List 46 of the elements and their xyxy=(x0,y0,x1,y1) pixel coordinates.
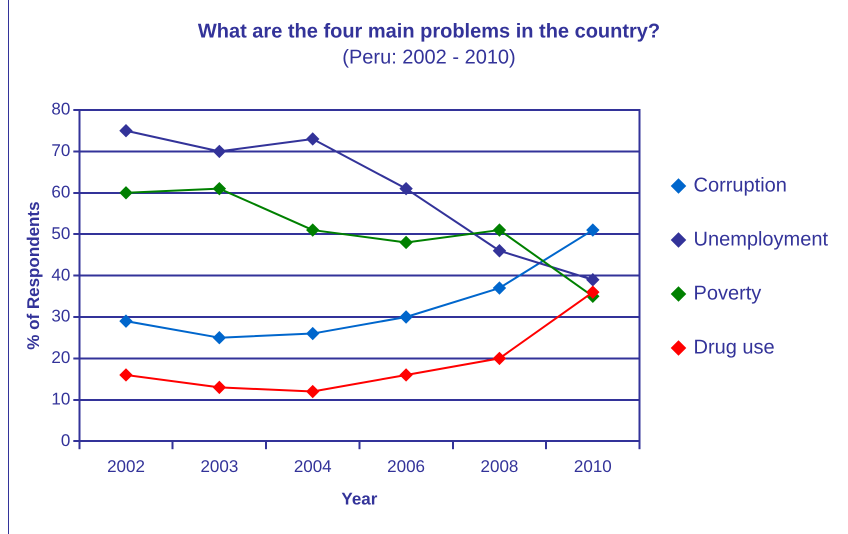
point xyxy=(306,327,320,340)
x-tick-label: 2004 xyxy=(294,457,332,476)
y-tick-label: 10 xyxy=(51,389,70,408)
y-tick-label: 20 xyxy=(51,348,70,368)
legend-label: Unemployment xyxy=(694,228,828,251)
point xyxy=(212,144,226,158)
point xyxy=(492,224,506,237)
y-tick-label: 40 xyxy=(51,265,70,284)
point xyxy=(400,368,413,382)
y-tick-label: 70 xyxy=(51,141,70,160)
point xyxy=(400,182,413,196)
point xyxy=(212,380,226,394)
x-axis-title: Year xyxy=(341,489,378,508)
point xyxy=(400,310,413,324)
y-axis-title: % of Respondents xyxy=(24,201,43,350)
point xyxy=(492,244,506,258)
point xyxy=(212,182,226,196)
legend-label: Poverty xyxy=(694,282,762,305)
x-tick-label: 2010 xyxy=(574,457,612,476)
point xyxy=(586,224,600,237)
x-tick-label: 2003 xyxy=(200,457,238,476)
x-tick-label: 2002 xyxy=(107,457,145,476)
point xyxy=(306,385,320,398)
point xyxy=(119,314,132,328)
y-tick-label: 60 xyxy=(51,182,70,202)
chart-title: What are the four main problems in the country? xyxy=(198,20,660,43)
y-tick-label: 30 xyxy=(51,306,70,326)
point xyxy=(492,282,506,295)
x-tick-label: 2006 xyxy=(387,457,425,476)
point xyxy=(119,186,132,200)
point xyxy=(306,132,320,146)
legend-label: Corruption xyxy=(694,174,787,197)
y-tick-label: 50 xyxy=(51,224,70,243)
point xyxy=(306,224,320,237)
x-tick-label: 2008 xyxy=(480,457,518,476)
y-tick-label: 0 xyxy=(60,430,70,450)
point xyxy=(212,331,226,344)
point xyxy=(119,368,132,382)
point xyxy=(492,352,506,365)
y-tick-label: 80 xyxy=(51,100,70,119)
point xyxy=(400,236,413,249)
point xyxy=(586,286,600,299)
point xyxy=(586,273,600,286)
chart-subtitle: (Peru: 2002 - 2010) xyxy=(342,46,516,69)
point xyxy=(119,124,132,138)
legend-label: Drug use xyxy=(694,336,775,359)
